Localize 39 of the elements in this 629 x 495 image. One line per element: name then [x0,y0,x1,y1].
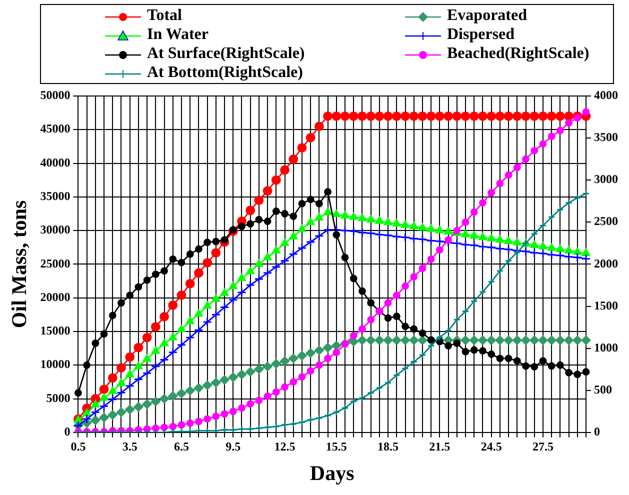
y2-tick-label: 1000 [594,340,618,354]
y-tick-label: 25000 [40,256,70,270]
x-tick-label: 18.5 [378,440,399,454]
y-tick-label: 50000 [40,88,70,102]
y2-tick-label: 500 [594,382,612,396]
y-tick-label: 30000 [40,222,70,237]
x-tick-label: 24.5 [480,440,502,454]
y2-tick-label: 4000 [594,88,618,102]
legend-label: Evaporated [447,7,527,26]
x-tick-label: 3.5 [122,440,138,454]
y2-tick-label: 3500 [594,130,618,144]
legend-label: At Bottom(RightScale) [147,64,303,83]
legend-label: Total [147,7,182,26]
legend-label: At Surface(RightScale) [147,45,305,64]
y2-tick-label: 2000 [594,256,618,270]
legend-label: Dispersed [447,26,515,45]
legend-label: In Water [147,26,208,45]
y-axis-title: Oil Mass, tons [7,200,32,328]
y-tick-label: 0 [64,424,70,438]
y-tick-label: 20000 [40,290,70,304]
y2-tick-label: 0 [594,424,600,438]
y2-tick-label: 3000 [594,172,618,186]
y2-tick-label: 1500 [594,298,618,312]
x-tick-label: 15.5 [326,440,347,454]
y-tick-label: 45000 [40,122,70,136]
y-tick-label: 40000 [40,155,70,170]
y-tick-label: 15000 [40,324,70,338]
x-tick-label: 21.5 [429,440,450,454]
x-tick-label: 12.5 [274,440,296,454]
legend-label: Beached(RightScale) [447,45,590,64]
x-tick-label: 6.5 [174,440,189,454]
y-tick-label: 5000 [46,390,70,405]
x-tick-label: 27.5 [532,440,554,454]
y-tick-label: 35000 [40,189,70,204]
x-axis-title: Days [310,460,354,485]
x-tick-label: 0.5 [70,440,86,454]
x-tick-label: 9.5 [226,440,241,454]
y2-tick-label: 2500 [594,214,618,228]
y-tick-label: 10000 [40,357,70,372]
